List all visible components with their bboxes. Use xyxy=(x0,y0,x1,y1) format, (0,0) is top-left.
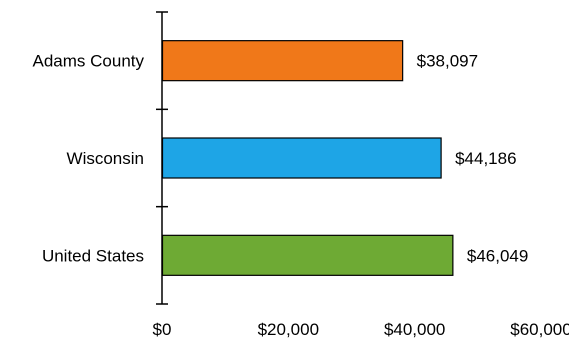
labels-group: Adams County $38,097 Wisconsin $44,186 Unite… xyxy=(33,52,569,339)
bar-2 xyxy=(161,234,454,276)
data-label-0: $38,097 xyxy=(417,52,478,71)
category-label-2: United States xyxy=(42,246,144,265)
x-tick-label-0: $0 xyxy=(153,320,172,339)
category-label-0: Adams County xyxy=(33,52,145,71)
x-tick-label-1: $20,000 xyxy=(258,320,319,339)
bars-group xyxy=(161,40,454,276)
x-tick-label-3: $60,000 xyxy=(510,320,569,339)
category-label-1: Wisconsin xyxy=(67,149,144,168)
x-tick-label-2: $40,000 xyxy=(384,320,445,339)
data-label-2: $46,049 xyxy=(467,246,528,265)
data-label-1: $44,186 xyxy=(455,149,516,168)
bar-1 xyxy=(161,137,442,179)
bar-0 xyxy=(161,40,404,82)
category-axis xyxy=(156,11,168,305)
